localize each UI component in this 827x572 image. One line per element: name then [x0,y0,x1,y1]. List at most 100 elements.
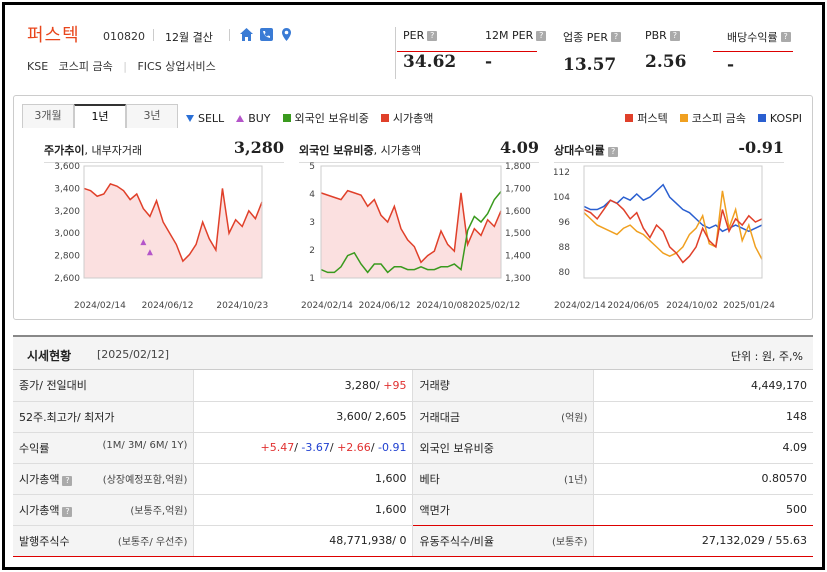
y-tick-right: 1,300 [505,274,531,284]
table-row: 발행주식수 (보통주/ 우선주) 48,771,938/ 0 유동주식수/비율 (보통주… [13,525,813,557]
chart-area: 3개월 1년 3년 SELL BUY 외국인 보유비중 시가총액 퍼스텍 코스피… [13,95,813,320]
legend-company: 퍼스텍 [625,110,668,126]
question-icon[interactable]: ? [608,147,619,157]
x-tick-label: 2024/02/14 [554,301,606,311]
x-tick-label: 2024/06/12 [359,301,411,311]
y-tick-label: 96 [559,218,571,228]
y-tick-right: 1,800 [505,162,531,172]
x-tick-label: 2024/10/08 [416,301,468,311]
question-icon[interactable]: ? [780,32,791,42]
tab-3y[interactable]: 3년 [126,104,178,128]
row-value: 27,132,029 / 55.63 [593,525,813,557]
underline-accent [713,51,793,52]
question-icon[interactable]: ? [536,30,547,41]
metric-2: 업종 PER? 13.57 [563,29,653,75]
chart-value: 3,280 [233,138,284,157]
y-tick-label: 3,400 [54,184,80,194]
marketcap-line [320,189,502,264]
period-tabs: 3개월 1년 3년 [22,104,178,128]
question-icon[interactable]: ? [610,32,621,42]
row-value: 3,280/ +95 [193,370,413,402]
series-line-2 [583,183,763,233]
question-icon[interactable]: ? [669,30,680,41]
y-tick-label: 112 [554,168,570,178]
row-value: 0.80570 [593,463,813,495]
metric-label: PBR? [645,29,735,42]
x-tick-label: 2025/01/24 [723,301,775,311]
plot-border [83,165,263,279]
plot-border [583,165,763,279]
plot-border [320,165,502,279]
home-icon[interactable] [239,27,254,42]
row-value: 1,600 [193,494,413,526]
y-tick-right: 1,600 [505,207,531,217]
question-icon[interactable]: ? [62,506,73,517]
x-tick-label: 2024/02/14 [301,301,353,311]
status-table: 종가/ 전일대비 3,280/ +95 거래량 4,449,170 52주.최고가/ 최… [13,370,813,557]
table-row: 52주.최고가/ 최저가 3,600/ 2,605 거래대금 (억원) 148 [13,401,813,433]
row-label: 52주.최고가/ 최저가 [13,401,195,433]
row-label: 거래대금 (억원) [412,401,595,433]
buy-marker [140,239,147,246]
market: KSE [27,60,49,73]
chart-title: 외국인 보유비중, 시가총액 [299,144,422,157]
table-row: 시가총액? (상장예정포함,억원) 1,600 베타 (1년) 0.80570 [13,463,813,495]
metric-value: - [485,52,493,72]
metric-value: - [727,55,735,75]
x-tick-label: 2024/06/05 [607,301,659,311]
legend-buy: BUY [236,110,271,126]
metric-label: 업종 PER? [563,29,653,45]
y-tick-left: 1 [309,274,315,284]
stock-code: 010820 [103,30,145,43]
x-tick-label: 2024/06/12 [142,301,194,311]
header-icons [239,27,294,42]
question-icon[interactable]: ? [62,475,73,486]
y-tick-left: 5 [309,162,315,172]
legend-sector: 코스피 금속 [679,110,746,126]
metric-1: 12M PER? - [485,29,575,72]
y-tick-left: 3 [309,218,315,228]
row-value: 1,600 [193,463,413,495]
x-tick-label: 2025/02/12 [468,301,520,311]
legend-foreign: 외국인 보유비중 [282,110,369,126]
company-name: 퍼스텍 [27,25,80,46]
row-value: 148 [593,401,813,433]
row-value: 4,449,170 [593,370,813,402]
row-label: 액면가 [412,494,595,526]
tab-3m[interactable]: 3개월 [22,104,74,128]
y-tick-label: 80 [559,268,571,278]
status-date: [2025/02/12] [97,348,169,361]
row-value: +5.47/ -3.67/ +2.66/ -0.91 [193,432,413,464]
section-title: 시세현황 [27,349,72,363]
price-chart: 주가추이, 내부자거래 3,280 3,600 3,400 3,200 3,000 2,… [44,134,284,314]
metric-value: 2.56 [645,52,687,72]
x-tick-label: 2024/02/14 [74,301,126,311]
row-label: 베타 (1년) [412,463,595,495]
location-pin-icon[interactable] [279,27,294,42]
tab-1y[interactable]: 1년 [74,104,126,128]
price-line [83,183,263,263]
divider [395,27,396,79]
row-label: 발행주식수 (보통주/ 우선주) [13,525,195,557]
row-label: 수익률 (1M/ 3M/ 6M/ 1Y) [13,432,195,464]
sector-name: FICS 상업서비스 [137,60,216,73]
chart-value: -0.91 [738,138,784,157]
index-name: 코스피 금속 [58,60,113,73]
legend-marketcap: 시가총액 [380,110,433,126]
legend-kospi: KOSPI [757,110,802,126]
metric-label: PER? [403,29,493,42]
row-value: 3,600/ 2,605 [193,401,413,433]
question-icon[interactable]: ? [427,30,438,41]
legend-relative: 퍼스텍 코스피 금속 KOSPI [625,110,802,126]
y-tick-right: 1,500 [505,229,531,239]
settlement-month: 12월 결산 [165,31,213,44]
y-tick-label: 88 [559,243,571,253]
separator [153,29,154,41]
y-tick-label: 3,000 [54,229,80,239]
row-label: 시가총액? (보통주,억원) [13,494,195,526]
relative-return-chart: 상대수익률 ? -0.91 112 104 96 88 80 2024/02/14 2024… [554,134,784,314]
phone-icon[interactable] [259,27,274,42]
buy-marker [146,249,153,256]
y-tick-label: 2,800 [54,252,80,262]
